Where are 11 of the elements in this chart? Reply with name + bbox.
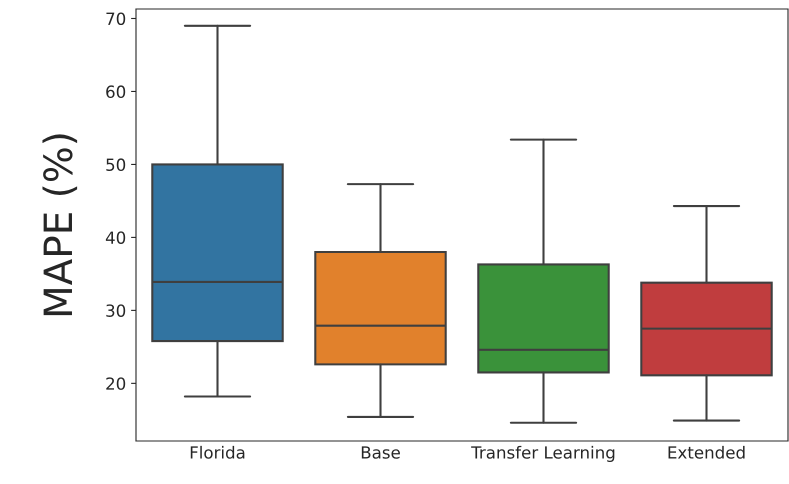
- y-tick-label: 50: [106, 158, 126, 171]
- x-tick-label: Extended: [668, 446, 745, 459]
- x-tick-label: Base: [362, 446, 400, 459]
- y-tick-label: 20: [106, 377, 126, 390]
- x-tick-label: Transfer Learning: [471, 446, 614, 462]
- x-tick-label: Florida: [190, 446, 244, 459]
- y-tick-label: 40: [106, 231, 126, 244]
- y-tick-label: 30: [106, 304, 126, 317]
- y-tick-label: 60: [106, 85, 126, 98]
- y-axis-title: MAPE (%): [42, 134, 78, 316]
- y-tick-label: 70: [106, 12, 126, 26]
